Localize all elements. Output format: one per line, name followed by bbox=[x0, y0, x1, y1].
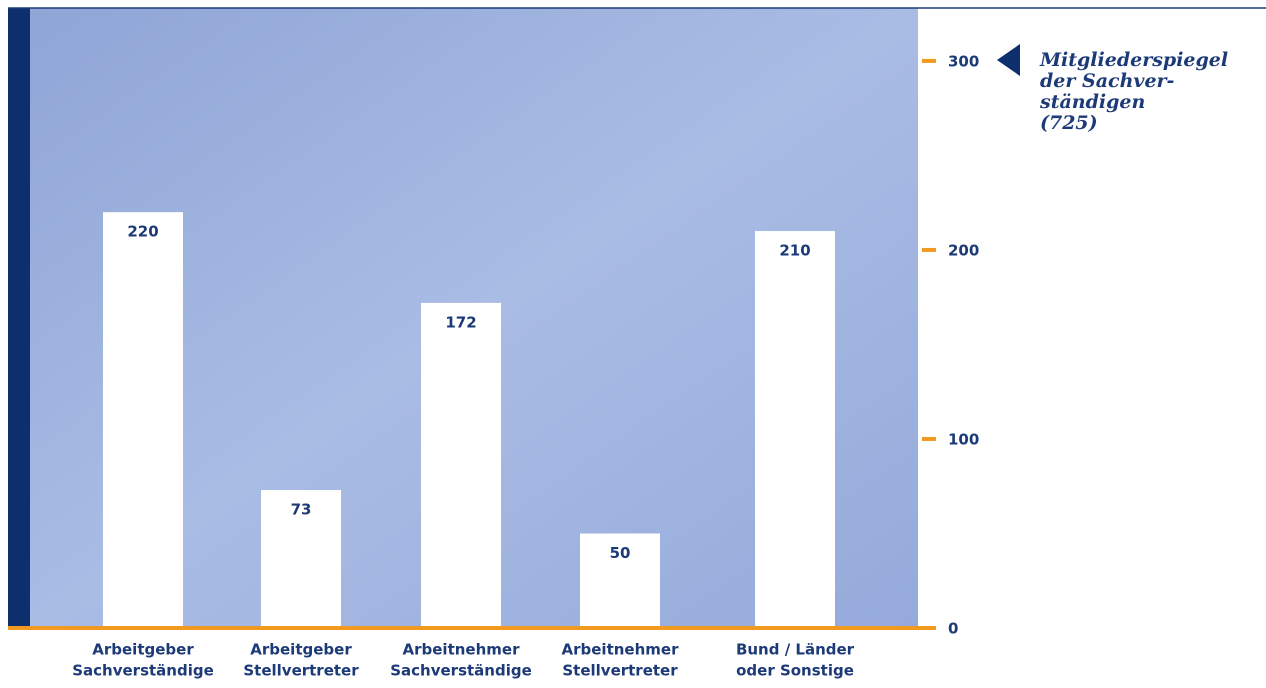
chart-title: der Sachver- bbox=[1040, 70, 1175, 92]
x-tick-label: Arbeitgeber bbox=[250, 641, 352, 659]
pointer-arrow bbox=[997, 44, 1020, 76]
chart: 220 Arbeitgeber Sachverständige 73 Arbeitgeb… bbox=[0, 0, 1266, 684]
data-label: 210 bbox=[779, 242, 810, 260]
x-tick-label: Sachverständige bbox=[390, 662, 532, 680]
chart-title: Mitgliederspiegel bbox=[1039, 49, 1228, 71]
y-tick-label: 100 bbox=[948, 430, 979, 448]
data-label: 220 bbox=[127, 223, 158, 241]
data-label: 172 bbox=[445, 313, 476, 331]
y-tick-label: 300 bbox=[948, 52, 979, 70]
chart-title: (725) bbox=[1040, 112, 1098, 134]
x-tick-label: oder Sonstige bbox=[736, 662, 854, 680]
bar bbox=[421, 303, 501, 628]
x-tick-label: Stellvertreter bbox=[562, 662, 678, 680]
y-tick-label: 200 bbox=[948, 241, 979, 259]
x-tick-label: Sachverständige bbox=[72, 662, 214, 680]
side-band bbox=[8, 8, 30, 628]
x-tick-label: Bund / Länder bbox=[736, 641, 855, 659]
bar bbox=[755, 231, 835, 628]
chart-title: ständigen bbox=[1039, 91, 1145, 113]
y-tick-label: 0 bbox=[948, 620, 958, 638]
x-tick-label: Arbeitnehmer bbox=[403, 641, 521, 659]
x-tick-label: Arbeitnehmer bbox=[562, 641, 680, 659]
data-label: 73 bbox=[291, 501, 312, 519]
data-label: 50 bbox=[610, 544, 631, 562]
bar bbox=[103, 212, 183, 628]
x-tick-label: Arbeitgeber bbox=[92, 641, 194, 659]
x-tick-label: Stellvertreter bbox=[243, 662, 359, 680]
